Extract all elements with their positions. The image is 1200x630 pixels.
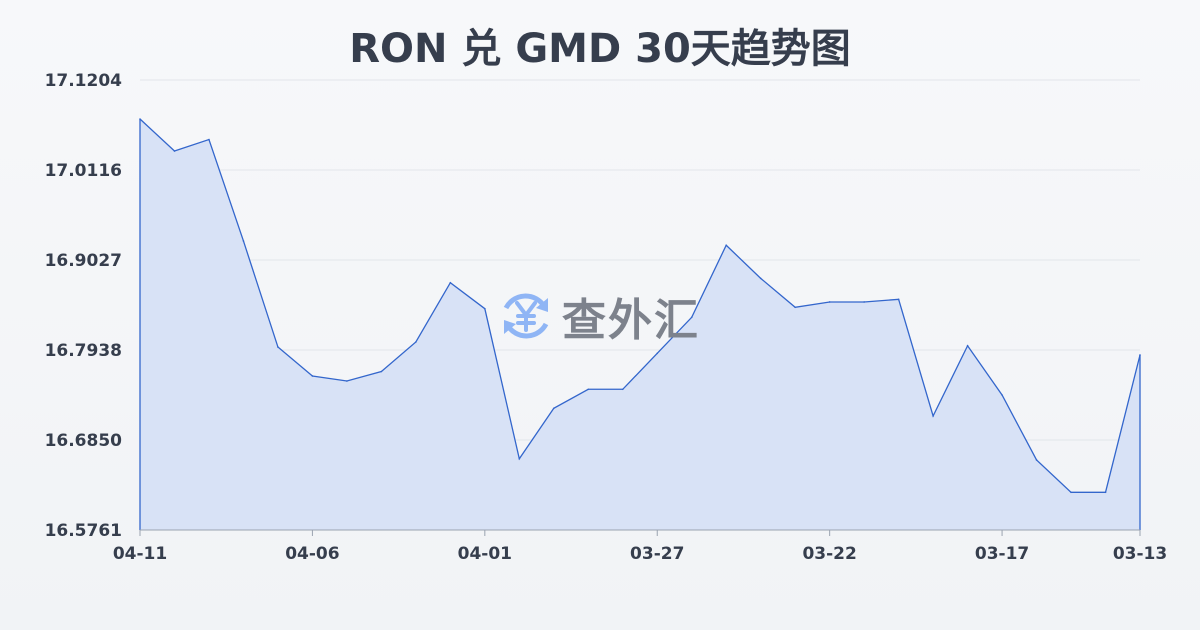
data-point [449,281,452,284]
data-point [1001,394,1003,396]
data-point [484,307,486,310]
data-point [415,341,417,343]
data-point [1035,459,1038,461]
y-tick-label: 16.5761 [45,521,122,541]
watermark-text: 查外汇 [562,295,700,346]
data-point [725,244,728,247]
data-point [139,118,141,120]
y-tick-label: 17.1204 [45,71,123,91]
data-point [380,370,383,373]
y-tick-label: 17.0116 [45,161,122,181]
y-tick-label: 16.7938 [45,341,122,361]
data-point [277,346,279,348]
data-point [208,138,210,141]
x-tick-label: 04-11 [113,544,167,564]
data-point [863,301,865,303]
data-point [1104,491,1107,494]
y-tick-label: 16.9027 [45,251,122,271]
x-tick-label: 04-06 [285,544,339,564]
data-point [242,240,245,242]
chart-title: RON 兑 GMD 30天趋势图 [349,26,851,72]
data-point [1139,354,1141,356]
x-tick-label: 03-27 [630,544,684,564]
data-point [311,375,314,377]
data-point [587,388,590,391]
data-point [656,352,659,355]
data-point [173,150,176,152]
data-point [1070,491,1072,494]
data-point [828,301,831,303]
data-point [346,380,348,382]
data-point [932,415,934,417]
x-tick-label: 03-22 [802,544,856,564]
data-point [966,344,969,347]
data-point [621,388,624,391]
series-line [139,118,1141,493]
data-point [552,407,555,410]
y-tick-label: 16.6850 [45,431,123,451]
data-point [759,277,762,280]
x-tick-label: 03-17 [975,544,1029,564]
data-point [897,298,900,301]
data-point [690,316,693,319]
data-point [518,457,521,460]
x-tick-label: 03-13 [1113,544,1167,564]
data-point [794,306,796,309]
x-tick-label: 04-01 [458,544,512,564]
watermark: 查外汇 [498,284,700,348]
area-fill [140,119,1140,531]
yen-exchange-icon [503,293,549,339]
